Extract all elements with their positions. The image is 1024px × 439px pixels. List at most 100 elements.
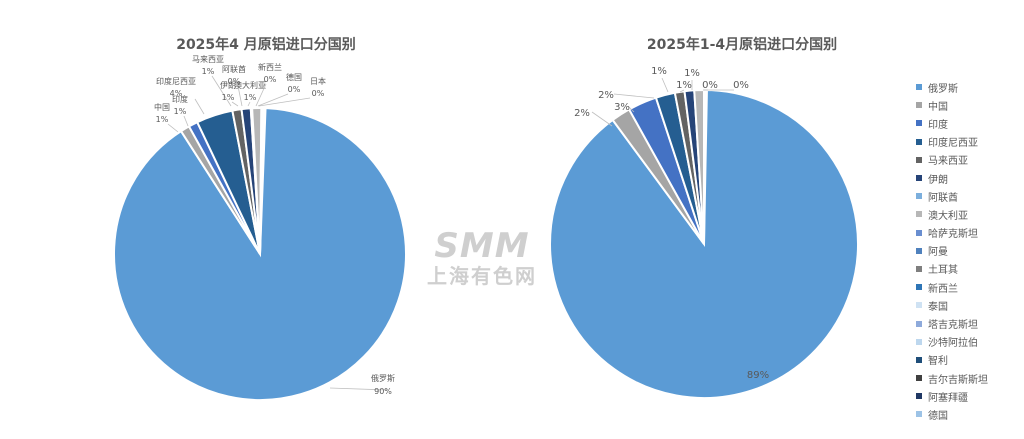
- legend-label: 印度尼西亚: [928, 138, 978, 150]
- legend-label: 俄罗斯: [928, 83, 958, 95]
- legend-label: 中国: [928, 101, 948, 113]
- legend-label: 哈萨克斯坦: [928, 229, 978, 241]
- watermark-logo: SMM: [434, 226, 530, 266]
- slice-percent-label: 0%: [288, 85, 301, 94]
- legend-item: 中国: [916, 96, 988, 114]
- legend-swatch: [916, 302, 922, 309]
- slice-percent-label: 0%: [702, 80, 718, 91]
- slice-category-label: 印度: [172, 94, 188, 104]
- watermark-subtitle: 上海有色网: [427, 264, 537, 288]
- leader-line: [194, 98, 205, 115]
- legend-label: 泰国: [928, 301, 948, 313]
- slice-category-label: 日本: [310, 76, 326, 86]
- legend-swatch: [916, 229, 922, 236]
- chart-title-april: 2025年4 月原铝进口分国别: [176, 37, 356, 53]
- slice-category-label: 阿联酋: [222, 64, 246, 74]
- leader-line: [679, 89, 685, 93]
- legend-label: 伊朗: [928, 174, 948, 186]
- leader-line: [237, 85, 243, 107]
- legend-swatch: [916, 320, 922, 327]
- legend-swatch: [916, 120, 922, 127]
- slice-category-label: 澳大利亚: [234, 80, 266, 90]
- legend-label: 马来西亚: [928, 156, 968, 168]
- slice-percent-label: 89%: [747, 370, 769, 381]
- legend-swatch: [916, 411, 922, 418]
- legend: 俄罗斯中国印度印度尼西亚马来西亚伊朗阿联酋 澳大利亚哈萨克斯坦阿曼土耳其新西兰泰国…: [916, 78, 988, 424]
- pie-chart-0: 俄罗斯90%中国1%印度1%印度尼西亚4%马来西亚1%伊朗1%阿联酋0%澳大利亚…: [113, 55, 407, 401]
- slice-percent-label: 4%: [170, 89, 183, 98]
- legend-label: 阿联酋: [928, 192, 958, 204]
- leader-line: [258, 97, 311, 107]
- legend-item: 土耳其: [916, 260, 988, 278]
- legend-item: 泰国: [916, 296, 988, 314]
- leader-line: [211, 75, 232, 107]
- slice-category-label: 中国: [154, 102, 170, 112]
- legend-item: 沙特阿拉伯: [916, 333, 988, 351]
- legend-label: 塔吉克斯坦: [928, 320, 978, 332]
- slice-category-label: 德国: [286, 72, 302, 82]
- leader-line: [257, 93, 289, 107]
- legend-swatch: [916, 193, 922, 200]
- leader-line: [247, 101, 251, 107]
- leader-line: [255, 83, 267, 107]
- legend-swatch: [916, 356, 922, 363]
- legend-swatch: [916, 156, 922, 163]
- legend-item: 印度尼西亚: [916, 133, 988, 151]
- slice-percent-label: 1%: [684, 68, 700, 79]
- pie-chart-1: 89%2%3%2%1%1%1%0% 0%: [549, 66, 859, 399]
- legend-item: 俄罗斯: [916, 78, 988, 96]
- slice-percent-label: 0%: [312, 89, 325, 98]
- legend-item: 印度: [916, 114, 988, 132]
- slice-percent-label: 0%: [264, 75, 277, 84]
- legend-swatch: [916, 84, 922, 91]
- legend-swatch: [916, 138, 922, 145]
- legend-item: 哈萨克斯坦: [916, 224, 988, 242]
- legend-swatch: [916, 375, 922, 382]
- legend-item: 智利: [916, 351, 988, 369]
- slice-category-label: 伊朗: [220, 80, 236, 90]
- legend-label: 新西兰: [928, 283, 958, 295]
- leader-line: [591, 111, 613, 127]
- legend-label: 土耳其: [928, 265, 958, 277]
- chart-title-jan-apr: 2025年1-4月原铝进口分国别: [646, 37, 838, 53]
- leader-line: [661, 77, 669, 93]
- watermark: SMM 上海有色网: [412, 228, 552, 288]
- slice-percent-label: 1%: [156, 115, 169, 124]
- legend-item: 新西兰: [916, 278, 988, 296]
- legend-label: 阿曼: [928, 247, 948, 259]
- legend-item: 伊朗: [916, 169, 988, 187]
- leader-line: [627, 105, 635, 113]
- legend-item: 澳大利亚: [916, 205, 988, 223]
- legend-item: 德国: [916, 405, 988, 423]
- slice-percent-label: 0%: [733, 80, 749, 91]
- slice-percent-label: 1%: [174, 107, 187, 116]
- leader-line: [613, 93, 655, 99]
- slice-category-label: 新西兰: [258, 62, 282, 72]
- legend-swatch: [916, 338, 922, 345]
- slice-category-label: 马来西亚: [192, 55, 224, 64]
- legend-label: 阿塞拜疆: [928, 392, 968, 404]
- leader-line: [167, 123, 179, 133]
- slice-percent-label: 1%: [222, 93, 235, 102]
- leader-line: [329, 387, 389, 391]
- legend-item: 马来西亚: [916, 151, 988, 169]
- legend-swatch: [916, 393, 922, 400]
- slice-percent-label: 90%: [374, 387, 392, 396]
- legend-swatch: [916, 211, 922, 218]
- slice-percent-label: 1%: [651, 66, 667, 77]
- slice-category-label: 印度尼西亚: [156, 76, 196, 86]
- legend-label: 印度: [928, 119, 948, 131]
- pie-slice: [259, 107, 267, 255]
- legend-label: 吉尔吉斯斯坦: [928, 374, 988, 386]
- legend-swatch: [916, 247, 922, 254]
- legend-swatch: [916, 102, 922, 109]
- legend-swatch: [916, 284, 922, 291]
- slice-category-label: 俄罗斯: [371, 373, 395, 383]
- legend-item: 阿联酋: [916, 187, 988, 205]
- legend-label: 智利: [928, 356, 948, 368]
- slice-percent-label: 0%: [228, 77, 241, 86]
- slice-percent-label: 1%: [202, 67, 215, 76]
- leader-line: [183, 115, 189, 127]
- legend-item: 阿曼: [916, 242, 988, 260]
